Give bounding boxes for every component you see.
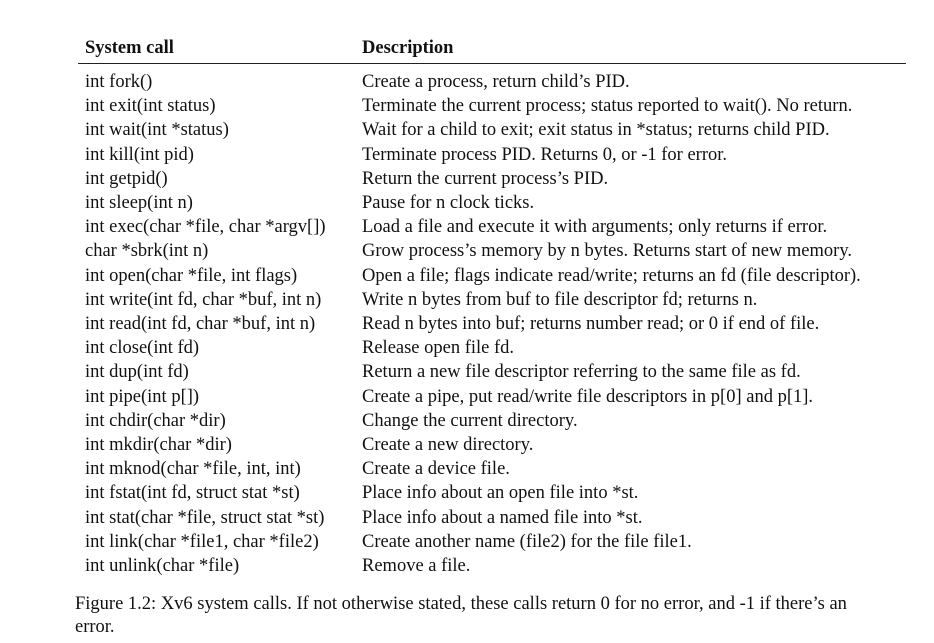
syscall-description: Open a file; flags indicate read/write; … <box>362 265 861 286</box>
syscall-signature: int kill(int pid) <box>85 144 194 165</box>
table-row: char *sbrk(int n) Grow process’s memory b… <box>78 239 906 263</box>
syscall-signature: char *sbrk(int n) <box>85 241 209 262</box>
syscall-signature: int exec(char *file, char *argv[]) <box>85 217 326 238</box>
syscall-description: Grow process’s memory by n bytes. Return… <box>362 241 852 262</box>
table-row: int mknod(char *file, int, int) Create a … <box>78 457 906 481</box>
syscall-signature: int link(char *file1, char *file2) <box>85 531 319 552</box>
header-description: Description <box>362 38 454 58</box>
syscall-signature: int unlink(char *file) <box>85 556 240 577</box>
syscall-description: Release open file fd. <box>362 338 515 359</box>
table-row: int write(int fd, char *buf, int n) Write… <box>78 288 906 312</box>
syscall-signature: int close(int fd) <box>85 338 200 359</box>
table-row: int getpid() Return the current process’s… <box>78 167 906 191</box>
table-row: int dup(int fd) Return a new file descrip… <box>78 360 906 384</box>
table-row: int fstat(int fd, struct stat *st) Place … <box>78 481 906 505</box>
header-system-call: System call <box>85 38 174 58</box>
syscall-description: Remove a file. <box>362 556 471 577</box>
figure-caption: Figure 1.2: Xv6 system calls. If not oth… <box>75 594 847 637</box>
syscall-signature: int chdir(char *dir) <box>85 410 226 431</box>
syscall-description: Create a pipe, put read/write file descr… <box>362 386 814 407</box>
syscall-description: Write n bytes from buf to file descripto… <box>362 289 758 310</box>
table-row: int link(char *file1, char *file2) Create… <box>78 530 906 554</box>
syscall-table: System call Description int fork() Create… <box>78 36 906 578</box>
table-row: int unlink(char *file) Remove a file. <box>78 554 906 578</box>
syscall-table-container: System call Description int fork() Create… <box>78 36 906 578</box>
syscall-signature: int exit(int status) <box>85 96 216 117</box>
table-row: int stat(char *file, struct stat *st) Pla… <box>78 506 906 530</box>
table-row: int mkdir(char *dir) Create a new directo… <box>78 433 906 457</box>
syscall-description: Terminate the current process; status re… <box>362 96 853 117</box>
table-body: int fork() Create a process, return child… <box>78 64 906 579</box>
table-row: int close(int fd) Release open file fd. <box>78 336 906 360</box>
table-row: int kill(int pid) Terminate process PID. … <box>78 143 906 167</box>
syscall-signature: int fork() <box>85 72 153 92</box>
syscall-signature: int fstat(int fd, struct stat *st) <box>85 483 300 504</box>
header-row: System call Description <box>78 36 906 64</box>
table-row: int exit(int status) Terminate the curren… <box>78 94 906 118</box>
table-header: System call Description <box>78 36 906 64</box>
syscall-signature: int dup(int fd) <box>85 362 189 383</box>
table-row: int pipe(int p[]) Create a pipe, put read… <box>78 385 906 409</box>
table-row: int read(int fd, char *buf, int n) Read n… <box>78 312 906 336</box>
syscall-description: Change the current directory. <box>362 410 578 431</box>
syscall-signature: int mknod(char *file, int, int) <box>85 459 301 480</box>
table-row: int wait(int *status) Wait for a child to… <box>78 118 906 142</box>
syscall-description: Return the current process’s PID. <box>362 168 609 189</box>
syscall-signature: int stat(char *file, struct stat *st) <box>85 507 325 528</box>
table-row: int fork() Create a process, return child… <box>78 64 906 95</box>
table-row: int chdir(char *dir) Change the current d… <box>78 409 906 433</box>
syscall-signature: int pipe(int p[]) <box>85 386 200 407</box>
table-row: int exec(char *file, char *argv[]) Load a… <box>78 215 906 239</box>
syscall-signature: int wait(int *status) <box>85 120 229 141</box>
table-row: int open(char *file, int flags) Open a fi… <box>78 264 906 288</box>
syscall-signature: int getpid() <box>85 168 168 189</box>
syscall-description: Load a file and execute it with argument… <box>362 217 828 238</box>
syscall-description: Create another name (file2) for the file… <box>362 531 692 552</box>
syscall-description: Pause for n clock ticks. <box>362 193 535 214</box>
syscall-description: Place info about an open file into *st. <box>362 483 639 504</box>
syscall-description: Return a new file descriptor referring t… <box>362 362 801 383</box>
syscall-description: Create a new directory. <box>362 435 534 456</box>
syscall-signature: int read(int fd, char *buf, int n) <box>85 314 316 335</box>
syscall-signature: int write(int fd, char *buf, int n) <box>85 289 322 310</box>
syscall-description: Place info about a named file into *st. <box>362 507 643 528</box>
syscall-description: Terminate process PID. Returns 0, or -1 … <box>362 144 728 165</box>
syscall-description: Create a device file. <box>362 459 510 480</box>
syscall-signature: int mkdir(char *dir) <box>85 435 232 456</box>
syscall-description: Create a process, return child’s PID. <box>362 72 630 92</box>
table-row: int sleep(int n) Pause for n clock ticks. <box>78 191 906 215</box>
syscall-signature: int open(char *file, int flags) <box>85 265 298 286</box>
syscall-signature: int sleep(int n) <box>85 193 193 214</box>
syscall-description: Read n bytes into buf; returns number re… <box>362 314 820 335</box>
syscall-description: Wait for a child to exit; exit status in… <box>362 120 830 141</box>
